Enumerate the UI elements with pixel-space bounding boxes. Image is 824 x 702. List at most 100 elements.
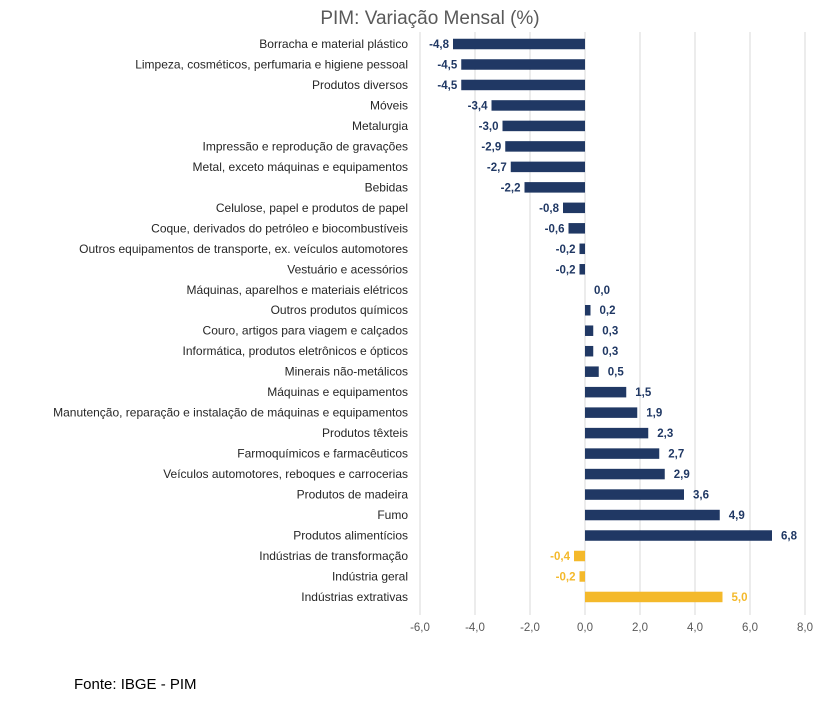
- data-label: 1,5: [635, 387, 652, 399]
- category-label: Veículos automotores, reboques e carroce…: [163, 467, 408, 481]
- category-label: Borracha e material plástico: [259, 37, 408, 51]
- data-label: -0,8: [539, 203, 559, 215]
- bar: [585, 530, 772, 541]
- data-label: -2,2: [501, 182, 521, 194]
- category-label: Máquinas e equipamentos: [267, 385, 408, 399]
- category-label: Coque, derivados do petróleo e biocombus…: [151, 221, 408, 235]
- bar: [505, 141, 585, 152]
- x-tick-label: -2,0: [520, 622, 540, 634]
- x-tick-label: -4,0: [465, 622, 485, 634]
- bar: [585, 509, 720, 521]
- bar: [585, 304, 591, 316]
- bar: [579, 264, 585, 275]
- bar: [585, 468, 665, 480]
- data-label: -0,2: [556, 244, 576, 256]
- data-label: 0,3: [602, 326, 618, 338]
- chart: PIM: Variação Mensal (%) Borracha e mate…: [53, 8, 813, 634]
- bar: [491, 100, 585, 111]
- bar: [585, 366, 599, 377]
- category-label: Máquinas, aparelhos e materiais elétrico…: [187, 283, 408, 297]
- data-label: 0,0: [594, 285, 610, 297]
- bar: [524, 182, 585, 193]
- bar: [574, 550, 585, 562]
- category-label: Móveis: [370, 98, 408, 112]
- bar: [585, 386, 627, 398]
- data-label: 0,5: [608, 367, 625, 379]
- bar: [585, 591, 723, 603]
- data-label: -2,9: [481, 141, 501, 153]
- bar: [585, 489, 684, 500]
- value-labels: -4,8 -4,5 -4,5 -3,4 -3,0 -2,9 -2,7 -2,2 -0,8 -0,6…: [429, 39, 797, 604]
- data-label: -4,5: [437, 59, 457, 71]
- category-label: Bebidas: [365, 180, 408, 194]
- category-labels: Borracha e material plástico Limpeza, cos…: [53, 37, 408, 604]
- category-label: Metalurgia: [352, 119, 408, 133]
- data-label: -3,4: [468, 100, 488, 112]
- category-label: Vestuário e acessórios: [287, 262, 408, 276]
- bar-chart: PIM: Variação Mensal (%) Borracha e mate…: [53, 8, 813, 634]
- bar: [510, 161, 585, 173]
- data-label: -3,0: [479, 121, 499, 133]
- x-tick-label: -6,0: [410, 622, 430, 634]
- category-label: Produtos têxteis: [322, 426, 408, 440]
- category-label: Indústrias extrativas: [301, 590, 408, 604]
- data-label: -0,2: [556, 571, 576, 583]
- category-label: Outros equipamentos de transporte, ex. v…: [79, 242, 408, 256]
- bar: [579, 571, 585, 582]
- bar: [563, 202, 585, 214]
- data-label: 1,9: [646, 408, 662, 420]
- x-tick-label: 8,0: [797, 622, 813, 634]
- data-label: 2,9: [674, 469, 690, 481]
- data-label: 0,3: [602, 346, 618, 358]
- bar: [461, 59, 585, 70]
- bar: [461, 79, 585, 91]
- category-label: Couro, artigos para viagem e calçados: [203, 324, 408, 338]
- category-label: Farmoquímicos e farmacêuticos: [237, 447, 408, 461]
- bar: [453, 38, 585, 50]
- bars: [453, 38, 772, 603]
- data-label: -4,8: [429, 39, 449, 51]
- data-label: 2,7: [668, 449, 684, 461]
- data-label: -4,5: [437, 80, 457, 92]
- data-label: -0,4: [550, 551, 570, 563]
- category-label: Manutenção, reparação e instalação de má…: [53, 406, 408, 420]
- data-label: 6,8: [781, 531, 798, 543]
- category-label: Indústria geral: [332, 569, 408, 583]
- data-label: -2,7: [487, 162, 507, 174]
- category-label: Indústrias de transformação: [259, 549, 408, 563]
- x-tick-label: 6,0: [742, 622, 758, 634]
- gridlines: [419, 32, 806, 615]
- bar: [568, 223, 585, 234]
- x-tick-label: 2,0: [632, 622, 648, 634]
- x-axis-ticks: -6,0 -4,0 -2,0 0,0 2,0 4,0 6,0 8,0: [410, 622, 813, 634]
- bar: [585, 345, 594, 357]
- data-label: -0,6: [545, 223, 565, 235]
- category-label: Produtos de madeira: [297, 488, 409, 502]
- category-label: Limpeza, cosméticos, perfumaria e higien…: [135, 57, 408, 71]
- bar: [579, 243, 585, 255]
- x-tick-label: 0,0: [577, 622, 593, 634]
- source-note: Fonte: IBGE - PIM: [74, 676, 197, 693]
- category-label: Impressão e reprodução de gravações: [203, 139, 408, 153]
- category-label: Fumo: [377, 508, 408, 522]
- data-label: 0,2: [600, 305, 616, 317]
- category-label: Informática, produtos eletrônicos e ópti…: [183, 344, 408, 358]
- data-label: 4,9: [729, 510, 745, 522]
- bar: [585, 427, 649, 439]
- category-label: Metal, exceto máquinas e equipamentos: [193, 160, 408, 174]
- x-tick-label: 4,0: [687, 622, 703, 634]
- bar: [585, 448, 660, 459]
- data-label: 3,6: [693, 490, 709, 502]
- category-label: Outros produtos químicos: [271, 303, 408, 317]
- data-label: 2,3: [657, 428, 673, 440]
- data-label: -0,2: [556, 264, 576, 276]
- category-label: Produtos diversos: [312, 78, 408, 92]
- bar: [502, 120, 585, 132]
- category-label: Celulose, papel e produtos de papel: [216, 201, 408, 215]
- chart-title: PIM: Variação Mensal (%): [320, 8, 539, 29]
- data-label: 5,0: [732, 592, 748, 604]
- bar: [585, 407, 638, 418]
- bar: [585, 325, 594, 336]
- category-label: Minerais não-metálicos: [285, 365, 408, 379]
- category-label: Produtos alimentícios: [293, 529, 408, 543]
